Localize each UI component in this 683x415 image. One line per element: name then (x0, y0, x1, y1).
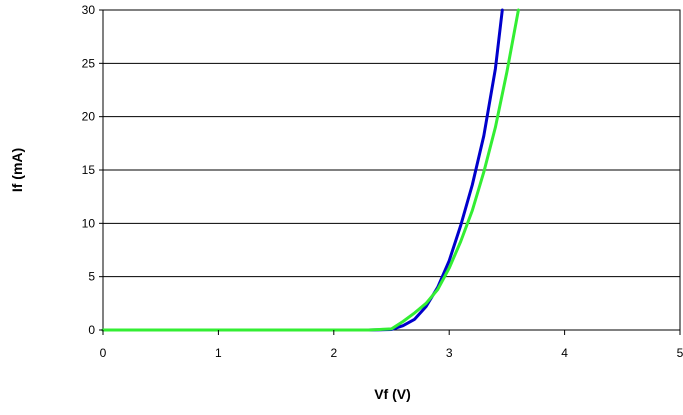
y-tick-label: 15 (82, 163, 96, 177)
series-group (101, 8, 520, 332)
y-tick-label: 0 (88, 323, 95, 337)
x-axis-title: Vf (V) (374, 386, 411, 402)
x-tick-label: 4 (561, 346, 568, 360)
y-tick-label: 10 (82, 216, 96, 230)
x-tick-label: 1 (215, 346, 222, 360)
series-line-2 (101, 8, 520, 332)
y-tick-label: 5 (88, 270, 95, 284)
x-tick-label: 5 (677, 346, 683, 360)
y-axis-title: If (mA) (9, 148, 25, 192)
y-tick-label: 20 (82, 110, 96, 124)
tick-labels: 0 5 10 15 20 25 30 0 1 2 3 4 5 (82, 3, 683, 360)
y-tick-label: 30 (82, 3, 96, 17)
y-tick-label: 25 (82, 56, 96, 70)
grid-lines (103, 62, 680, 278)
x-tick-label: 2 (330, 346, 337, 360)
x-tick-label: 3 (446, 346, 453, 360)
x-tick-label: 0 (100, 346, 107, 360)
